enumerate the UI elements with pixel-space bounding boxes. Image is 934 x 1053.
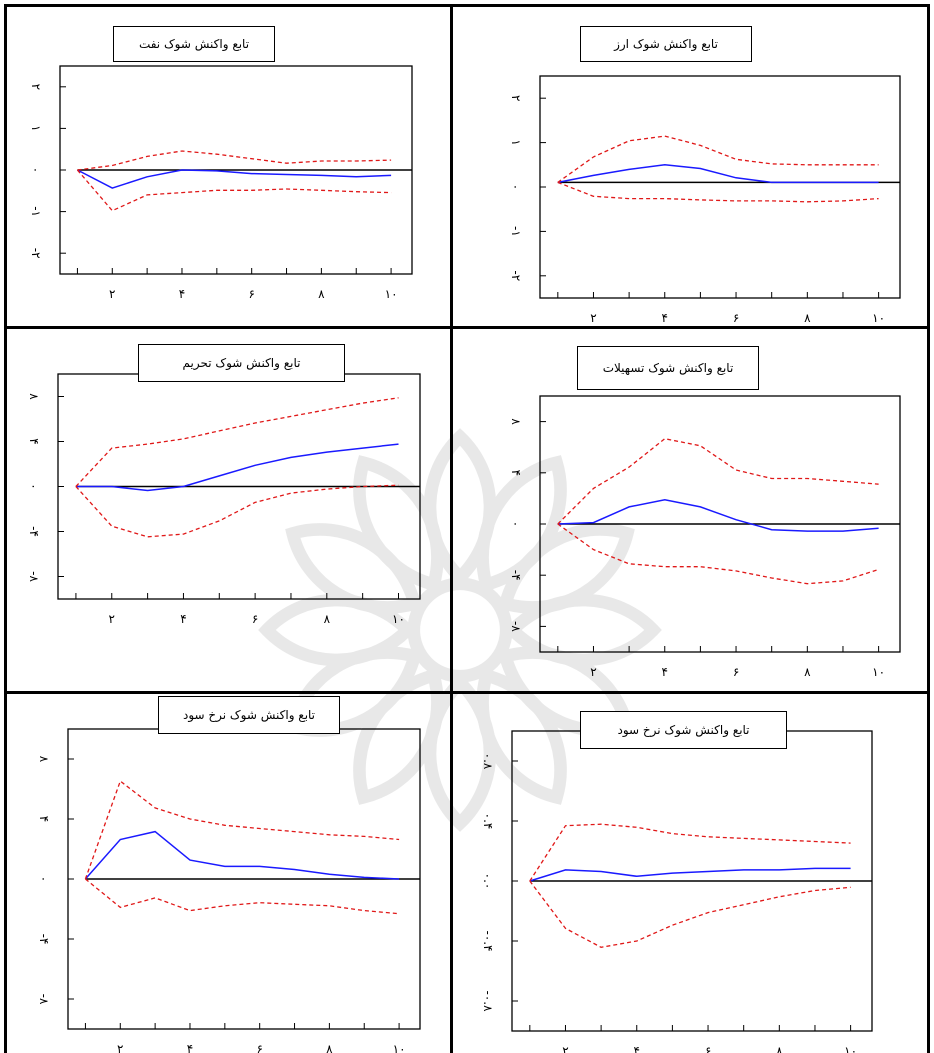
chart-title: تابع واکنش شوک ارز [580,26,752,62]
y-tick-label: ۸ [37,756,51,763]
chart-panel-sanctions: ۸ ۴ ۰ -۴ -۸ ۲ ۴ ۶ ۸ ۱۰ تابع واکنش شوک تحریم [8,326,452,691]
x-tick-label: ۸ [326,1042,333,1053]
y-tick-label: -۸ [37,994,51,1005]
y-tick-label: ۲ [509,95,523,101]
x-tick-label: ۱۰ [872,311,885,325]
y-tick-label: ۰ [509,184,523,190]
horizontal-divider [4,691,930,694]
y-tick-label: -۴ [27,526,41,537]
y-tick-label: -۸ [509,621,523,632]
x-tick-label: ۱۰ [385,287,398,301]
horizontal-divider [4,326,930,329]
impulse-response-chart: ۲۱۰-۱-۲۲ ۴ ۶ ۸ ۱۰ [29,65,413,301]
lower-confidence-band [557,181,879,203]
chart-panel-fx: ۲ ۱ ۰ -۱ -۲ ۲ ۴ ۶ ۸ ۱۰ تابع واکنش شوک ارز [452,8,926,326]
response-line [529,867,851,882]
upper-confidence-band [557,135,879,183]
y-tick-label: ۴ [27,438,41,444]
y-tick-label: ۰.۸ [481,753,495,770]
x-tick-label: ۸ [776,1044,783,1053]
impulse-response-chart: ۸ ۴ ۰ -۴ -۸ ۲ ۴ ۶ ۸ ۱۰ [509,395,901,679]
y-tick-label: ۰ [509,521,523,527]
x-tick-label: ۸ [318,287,325,301]
x-tick-label: ۱۰ [872,665,885,679]
lower-confidence-band [557,523,879,585]
response-line [77,169,392,189]
response-line [75,443,399,492]
y-tick-label: ۰.۰ [481,873,495,890]
y-tick-label: ۲ [29,84,43,90]
impulse-response-chart: ۸ ۴ ۰ -۴ -۸ ۲ ۴ ۶ ۸ ۱۰ [37,728,421,1053]
x-tick-label: ۲ [109,612,115,626]
y-tick-label: ۰ [29,167,43,173]
y-tick-label: ۱ [509,139,523,145]
y-tick-label: ۸ [27,393,41,400]
x-tick-label: ۱۰ [392,612,405,626]
x-tick-label: ۲ [590,665,596,679]
y-tick-label: -۰.۴ [481,930,495,951]
x-tick-label: ۴ [662,311,668,325]
y-tick-label: -۸ [27,571,41,582]
y-tick-label: -۲ [29,248,43,259]
y-tick-label: -۱ [509,226,523,237]
chart-panel-interest-right: ۰.۸ ۰.۴ ۰.۰ -۰.۴ -۰.۸ ۲ ۴ ۶ ۸ ۱۰ تابع واکنش شوک نر… [452,691,926,1053]
x-tick-label: ۲ [109,287,115,301]
lower-confidence-band [76,169,392,212]
x-tick-label: ۲ [590,311,596,325]
x-tick-label: ۱۰ [393,1042,406,1053]
lower-confidence-band [84,878,400,915]
x-tick-label: ۸ [804,665,811,679]
y-tick-label: ۰ [37,876,51,882]
figure-grid [4,4,930,1053]
lower-confidence-band [75,484,399,538]
x-tick-label: ۲ [117,1042,123,1053]
chart-panel-interest-left: ۸ ۴ ۰ -۴ -۸ ۲ ۴ ۶ ۸ ۱۰ تابع واکنش شوک نرخ سود [8,691,452,1053]
y-tick-label: ۱ [29,125,43,131]
chart-panel-oil: ۲ ۱ ۰ -۱ -۲ ۲ ۴ ۶ ۸ ۱۰ تابع واکنش شوک نفت [8,8,452,326]
chart-panel-facilities: ۸ ۴ ۰ -۴ -۸ ۲ ۴ ۶ ۸ ۱۰ تابع واکنش شوک تسهیلات [452,326,926,691]
x-tick-label: ۶ [252,612,258,626]
impulse-response-chart: ۲۱۰-۱-۲۲ ۴ ۶ ۸ ۱۰ [509,75,901,325]
x-tick-label: ۴ [179,287,185,301]
y-tick-label: ۰ [27,483,41,489]
y-tick-label: -۱ [29,206,43,217]
x-tick-label: ۱۰ [844,1044,857,1053]
response-line [84,830,400,880]
vertical-divider [450,4,453,1053]
x-tick-label: ۴ [187,1042,193,1053]
y-tick-label: ۰.۴ [481,813,495,830]
y-tick-label: -۴ [509,570,523,581]
upper-confidence-band [557,438,879,525]
x-tick-label: ۶ [256,1042,262,1053]
plot-frame [539,75,901,299]
lower-confidence-band [529,880,851,948]
upper-confidence-band [77,150,392,171]
x-tick-label: ۴ [634,1044,640,1053]
x-tick-label: ۶ [705,1044,711,1053]
x-tick-label: ۶ [733,665,739,679]
x-tick-label: ۶ [733,311,739,325]
y-tick-label: ۴ [37,816,51,822]
x-tick-label: ۸ [804,311,811,325]
upper-confidence-band [529,823,851,882]
y-tick-label: -۰.۸ [481,990,495,1012]
x-tick-label: ۶ [248,287,254,301]
y-tick-label: -۲ [509,270,523,281]
chart-title: تابع واکنش شوک تسهیلات [577,346,759,390]
response-line [557,499,879,532]
x-tick-label: ۸ [324,612,331,626]
chart-title: تابع واکنش شوک تحریم [138,344,345,382]
y-tick-label: ۸ [509,418,523,425]
y-tick-label: -۴ [37,934,51,945]
x-tick-label: ۴ [180,612,186,626]
upper-confidence-band [84,780,400,880]
x-tick-label: ۲ [562,1044,568,1053]
chart-title: تابع واکنش شوک نرخ سود [580,711,787,749]
chart-title: تابع واکنش شوک نرخ سود [158,696,340,734]
upper-confidence-band [75,397,399,487]
x-tick-label: ۴ [662,665,668,679]
y-tick-label: ۴ [509,470,523,476]
response-line [557,164,879,184]
chart-title: تابع واکنش شوک نفت [113,26,275,62]
